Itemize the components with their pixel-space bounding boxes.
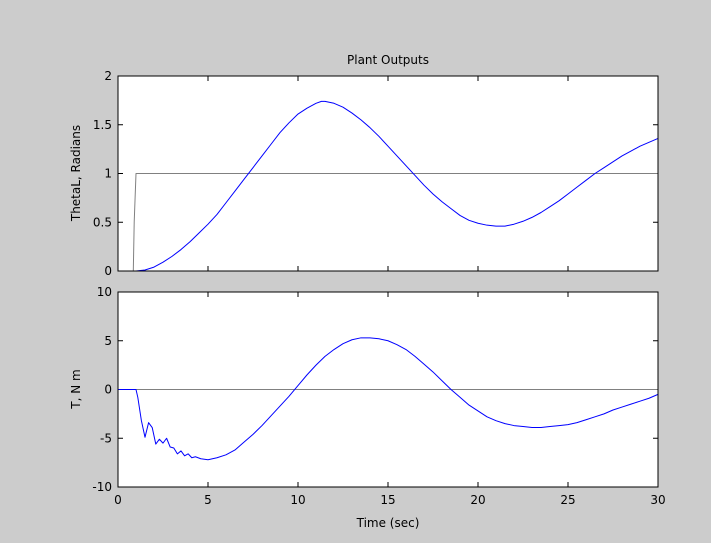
- bottom-x-tick-label: 15: [380, 493, 395, 507]
- bottom-x-tick-label: 0: [114, 493, 122, 507]
- top-axes-tick-labels: 0 0.5 1 1.5 2: [93, 69, 112, 278]
- bottom-response-line: [118, 337, 659, 461]
- bottom-y-tick-label: 0: [104, 383, 112, 397]
- chart-title: Plant Outputs: [347, 53, 429, 67]
- bottom-x-tick-label: 5: [204, 493, 212, 507]
- x-axis-label: Time (sec): [356, 516, 420, 530]
- bottom-y-axis-label: T, N m: [69, 369, 83, 409]
- top-y-tick-label: 1.5: [93, 118, 112, 132]
- bottom-x-tick-label: 10: [290, 493, 305, 507]
- bottom-axes-frame: [117, 291, 659, 488]
- bottom-y-tick-label: -5: [100, 431, 112, 445]
- top-y-axis-label: ThetaL, Radians: [69, 125, 83, 222]
- top-axes-frame: [117, 75, 659, 272]
- top-axes: 0 0.5 1 1.5 2 Plant Outputs ThetaL, Radians: [69, 53, 659, 278]
- bottom-axes-series: [118, 337, 659, 461]
- bottom-x-tick-label: 20: [470, 493, 485, 507]
- bottom-axes-tick-labels: 0 5 10 15 20 25 30 -10 -5 0 5 10: [92, 285, 665, 507]
- bottom-x-tick-label: 30: [650, 493, 665, 507]
- top-y-tick-label: 1: [104, 167, 112, 181]
- bottom-axes: 0 5 10 15 20 25 30 -10 -5 0 5 10 Time (sec) T, N m: [69, 285, 666, 530]
- top-y-tick-label: 0: [104, 264, 112, 278]
- top-response-line: [118, 100, 659, 272]
- bottom-x-tick-label: 25: [560, 493, 575, 507]
- top-y-tick-label: 0.5: [93, 215, 112, 229]
- bottom-y-tick-label: -10: [92, 480, 112, 494]
- bottom-y-tick-label: 10: [97, 285, 112, 299]
- bottom-y-tick-label: 5: [104, 334, 112, 348]
- top-y-tick-label: 2: [104, 69, 112, 83]
